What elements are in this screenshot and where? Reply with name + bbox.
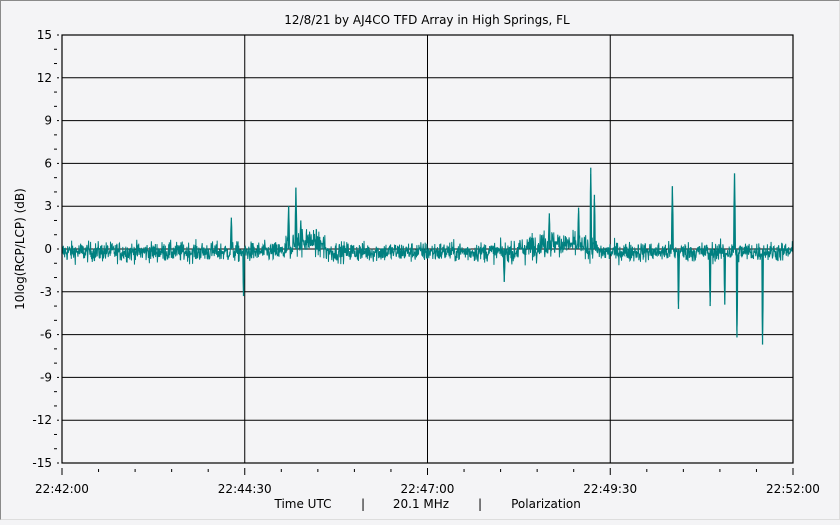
chart-title: 12/8/21 by AJ4CO TFD Array in High Sprin… bbox=[284, 13, 570, 27]
y-tick-label: -15 bbox=[32, 456, 52, 470]
y-tick-label: 9 bbox=[44, 114, 52, 128]
y-tick-label: 15 bbox=[37, 28, 52, 42]
y-tick-label: -6 bbox=[40, 328, 52, 342]
x-tick-label: 22:49:30 bbox=[583, 482, 637, 496]
x-label-sep1: | bbox=[361, 497, 365, 511]
grid bbox=[62, 35, 793, 463]
x-tick-label: 22:42:00 bbox=[35, 482, 89, 496]
x-tick-label: 22:47:00 bbox=[401, 482, 455, 496]
y-tick-label: 12 bbox=[37, 71, 52, 85]
x-label-sep2: | bbox=[478, 497, 482, 511]
y-axis: 15 12 9 6 3 0 -3 -6 -9 -12 -15 bbox=[32, 28, 59, 470]
x-axis: 22:42:00 22:44:30 22:47:00 22:49:30 22:52:00 bbox=[35, 468, 820, 496]
y-tick-label: 0 bbox=[44, 242, 52, 256]
y-tick-label: 6 bbox=[44, 156, 52, 170]
x-tick-label: 22:52:00 bbox=[766, 482, 820, 496]
y-tick-label: -9 bbox=[40, 370, 52, 384]
y-tick-label: -12 bbox=[32, 413, 52, 427]
y-tick-label: 3 bbox=[44, 199, 52, 213]
series-line bbox=[61, 173, 794, 338]
x-tick-label: 22:44:30 bbox=[218, 482, 272, 496]
series-polarization bbox=[61, 167, 794, 345]
y-tick-label: -3 bbox=[40, 285, 52, 299]
plot-border bbox=[61, 34, 794, 464]
x-label-time: Time UTC bbox=[274, 497, 332, 511]
y-axis-label: 10log(RCP/LCP) (dB) bbox=[13, 188, 27, 310]
x-label-polarization: Polarization bbox=[511, 497, 581, 511]
x-axis-label: Time UTC | 20.1 MHz | Polarization bbox=[274, 497, 581, 511]
x-label-frequency: 20.1 MHz bbox=[393, 497, 449, 511]
